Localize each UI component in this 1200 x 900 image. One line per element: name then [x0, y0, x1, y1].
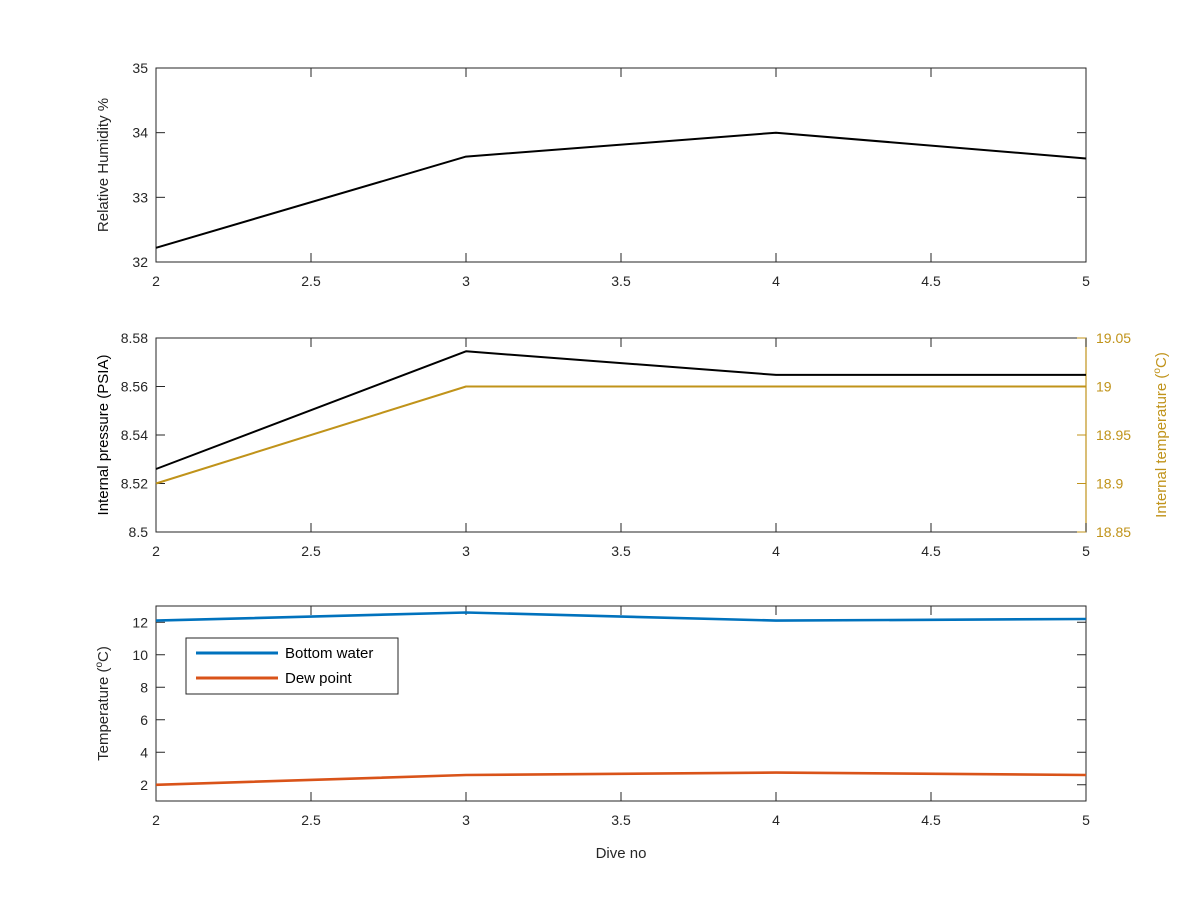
x-tick-label: 5 [1082, 543, 1090, 559]
legend: Bottom water Dew point [185, 637, 399, 695]
x-tick-label: 3 [462, 812, 470, 828]
x-tick-label: 3.5 [611, 273, 631, 289]
y-tick-label: 12 [132, 614, 148, 630]
x-tick-label: 3 [462, 543, 470, 559]
x-tick-label: 4.5 [921, 273, 941, 289]
x-tick-label: 3 [462, 273, 470, 289]
x-tick-label: 2 [152, 812, 160, 828]
x-tick-label: 5 [1082, 273, 1090, 289]
x-axis-label: Dive no [596, 845, 647, 862]
y-tick-label: 8 [140, 679, 148, 695]
legend-label-2: Dew point [285, 670, 353, 687]
y-tick-label: 4 [140, 744, 148, 760]
series-line-2 [155, 771, 1087, 787]
x-tick-label: 2 [152, 273, 160, 289]
y-tick-label: 35 [132, 60, 148, 76]
y-axis-label: Internal pressure (PSIA) [95, 355, 112, 516]
chart-panel-2: 2 2.5 3 3.5 4 4.5 5 8.5 8.52 8.54 8.56 8.58 18.85 18.… [95, 330, 1170, 559]
x-tick-label: 4 [772, 812, 780, 828]
x-tick-label: 4 [772, 273, 780, 289]
series-line-2 [155, 385, 1086, 485]
y2-axis-label: Internal temperature (oC) [1152, 352, 1170, 518]
y2-tick-label: 18.9 [1096, 476, 1123, 492]
x-tick-label: 2.5 [301, 812, 321, 828]
y-axis-label: Relative Humidity % [95, 98, 112, 232]
y-tick-label: 8.52 [121, 476, 148, 492]
x-tick-label: 4.5 [921, 812, 941, 828]
series-line-1 [155, 611, 1087, 622]
y-tick-label: 33 [132, 189, 148, 205]
y-tick-label: 10 [132, 647, 148, 663]
series-line-1 [155, 131, 1087, 249]
chart-panel-1: 2 2.5 3 3.5 4 4.5 5 32 33 34 35 Relative Humidity % [95, 60, 1090, 289]
x-tick-label: 4.5 [921, 543, 941, 559]
x-tick-label: 2.5 [301, 543, 321, 559]
y2-tick-label: 18.85 [1096, 524, 1131, 540]
y-tick-label: 32 [132, 254, 148, 270]
x-tick-label: 5 [1082, 812, 1090, 828]
axes-box [155, 67, 1087, 263]
x-tick-label: 4 [772, 543, 780, 559]
y-tick-label: 2 [140, 777, 148, 793]
axes-box [155, 605, 1087, 802]
x-tick-label: 2 [152, 543, 160, 559]
y-tick-label: 6 [140, 712, 148, 728]
axes-box [155, 337, 1087, 533]
y-tick-label: 34 [132, 125, 148, 141]
x-tick-label: 3.5 [611, 543, 631, 559]
y2-tick-label: 19 [1096, 379, 1112, 395]
y2-tick-label: 18.95 [1096, 427, 1131, 443]
y2-tick-label: 19.05 [1096, 330, 1131, 346]
chart-panel-3: 2 2.5 3 3.5 4 4.5 5 2 4 6 8 10 12 Temperature (oC) Div… [94, 605, 1090, 862]
x-tick-label: 2.5 [301, 273, 321, 289]
y-axis-label: Temperature (oC) [94, 646, 112, 761]
legend-box [185, 637, 399, 695]
legend-label-1: Bottom water [285, 645, 373, 662]
series-line-1 [155, 350, 1086, 470]
y-tick-label: 8.54 [121, 427, 148, 443]
x-tick-label: 3.5 [611, 812, 631, 828]
y-tick-label: 8.58 [121, 330, 148, 346]
y-tick-label: 8.5 [129, 524, 149, 540]
y-tick-label: 8.56 [121, 379, 148, 395]
